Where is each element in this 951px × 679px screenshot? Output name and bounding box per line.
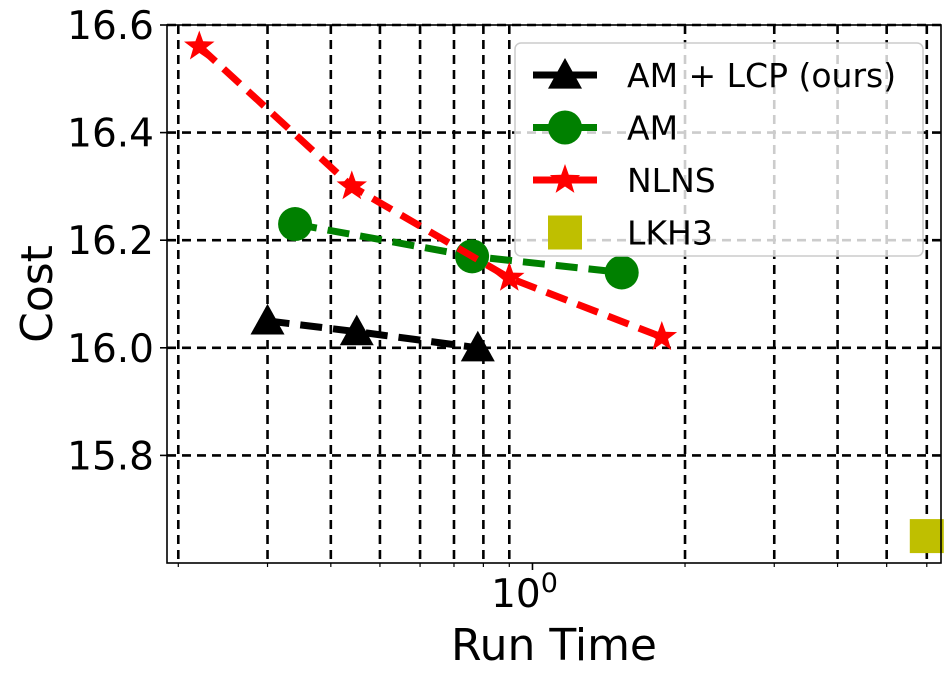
data-point [646,321,678,350]
y-axis-label: Cost [12,245,63,343]
data-point [250,303,285,335]
series-layer [184,30,944,554]
axis-ticks: 15.8 16.0 16.2 16.4 16.6 100 [67,4,928,617]
series-line [267,317,479,352]
y-tick-label: 16.2 [67,219,154,264]
legend-marker [548,58,582,89]
data-point [278,207,313,242]
data-point [460,330,495,362]
legend-item: LKH3 [548,214,713,253]
x-tick-label-exponent: 0 [541,568,558,599]
data-point [909,519,944,554]
series-nlns [184,30,678,350]
y-tick-label: 15.8 [67,434,154,479]
legend-label: AM + LCP (ours) [627,56,896,95]
legend-marker [548,215,582,250]
legend-marker [548,110,582,145]
series-lkh3 [909,519,944,554]
legend: AM + LCP (ours) AM NLNS LKH3 [514,42,924,257]
y-tick-label: 16.4 [67,112,154,157]
legend-item: AM + LCP (ours) [533,56,896,95]
data-point [339,314,374,346]
y-tick-label: 16.0 [67,327,154,372]
legend-label: NLNS [627,161,716,200]
legend-frame [514,42,924,257]
plot-frame [166,24,942,564]
data-point [184,30,215,60]
series-line [196,43,664,341]
data-point [336,170,367,200]
legend-item: NLNS [533,161,716,200]
series-am-lcp-ours [250,303,495,362]
legend-label: LKH3 [627,214,713,253]
legend-marker [549,164,581,193]
legend-item: AM [533,109,678,148]
legend-label: AM [627,109,678,148]
x-tick-label: 100 [491,568,558,617]
data-point [494,261,525,291]
x-axis-label: Run Time [451,620,657,671]
y-tick-label: 16.6 [67,4,154,49]
data-point [604,255,639,290]
